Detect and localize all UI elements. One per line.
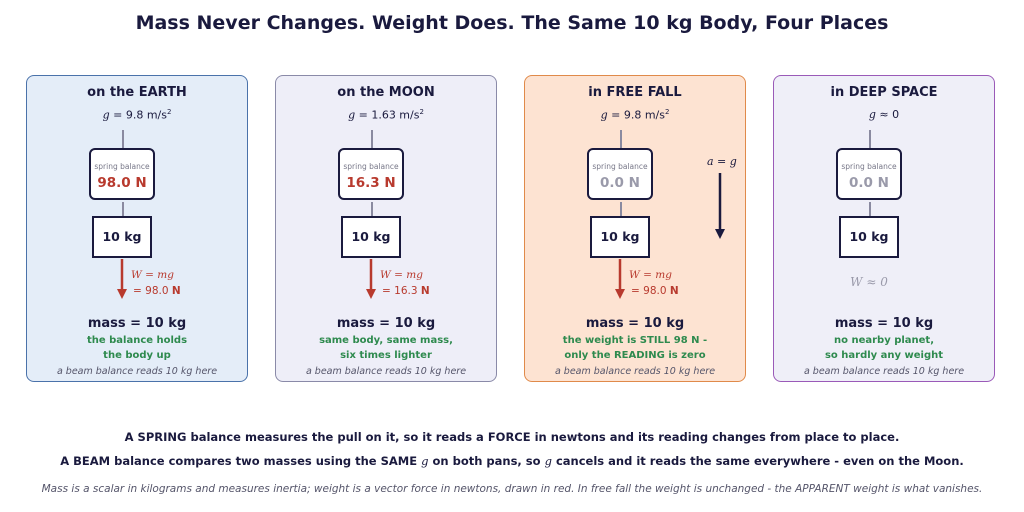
g-symbol: g bbox=[600, 108, 608, 122]
gravity-value: = 9.8 m/s bbox=[113, 108, 167, 122]
weight-approx: W ≈ 0 bbox=[850, 275, 888, 289]
balance-reading: 0.0 N bbox=[849, 175, 889, 191]
hanging-string bbox=[869, 130, 871, 148]
spring-balance-label: spring balance bbox=[343, 162, 399, 171]
gravity-value: = 1.63 m/s bbox=[358, 108, 420, 122]
mass-statement: mass = 10 kg bbox=[87, 316, 187, 331]
mass-statement: mass = 10 kg bbox=[585, 316, 685, 331]
mass-block: 10 kg bbox=[590, 216, 650, 258]
hanging-string bbox=[620, 130, 622, 148]
mass-statement: mass = 10 kg bbox=[834, 316, 934, 331]
panel-note: same body, same mass, six times lighter bbox=[319, 335, 453, 361]
panel-note: the weight is STILL 98 N - only the READ… bbox=[562, 335, 708, 361]
hanging-string bbox=[869, 202, 871, 216]
g-symbol: g bbox=[102, 108, 110, 122]
gravity-label: g ≈ 0 bbox=[774, 108, 994, 121]
panel-earth: on the EARTH g = 9.8 m/s2 spring balance… bbox=[26, 75, 248, 382]
gravity-value: ≈ 0 bbox=[879, 108, 900, 121]
panel-title: on the EARTH bbox=[87, 85, 187, 100]
spring-balance-label: spring balance bbox=[841, 162, 897, 171]
acceleration-arrow-icon bbox=[715, 173, 725, 239]
weight-formula: W = mg bbox=[131, 269, 174, 281]
panel-moon: on the MOON g = 1.63 m/s2 spring balance… bbox=[275, 75, 497, 382]
panel-free-fall: in FREE FALL g = 9.8 m/s2 spring balance… bbox=[524, 75, 746, 382]
weight-formula: W = mg bbox=[629, 269, 672, 281]
acceleration-label: a = g bbox=[707, 155, 737, 168]
panel-title: in FREE FALL bbox=[588, 85, 682, 100]
footer-spring-explanation: A SPRING balance measures the pull on it… bbox=[124, 430, 900, 444]
gravity-value: = 9.8 m/s bbox=[611, 108, 665, 122]
spring-balance-label: spring balance bbox=[94, 162, 150, 171]
spring-balance: spring balance 0.0 N bbox=[836, 148, 902, 200]
gravity-label: g = 9.8 m/s2 bbox=[102, 108, 172, 122]
panel-note: the balance holds the body up bbox=[86, 335, 188, 361]
mass-block: 10 kg bbox=[839, 216, 899, 258]
gravity-label: g = 9.8 m/s2 bbox=[600, 108, 670, 122]
panel-note: no nearby planet, so hardly any weight bbox=[824, 335, 944, 361]
mass-block: 10 kg bbox=[92, 216, 152, 258]
g-symbol: g bbox=[348, 108, 356, 122]
hanging-string bbox=[122, 130, 124, 148]
weight-arrow-icon bbox=[117, 259, 127, 299]
panel-title: in DEEP SPACE bbox=[830, 85, 938, 100]
panel-title: on the MOON bbox=[337, 85, 435, 100]
hanging-string bbox=[620, 202, 622, 216]
mass-statement: mass = 10 kg bbox=[336, 316, 436, 331]
panel-deep-space: in DEEP SPACE g ≈ 0 spring balance 0.0 N… bbox=[773, 75, 995, 382]
spring-balance-label: spring balance bbox=[592, 162, 648, 171]
weight-value: = 98.0 N bbox=[133, 285, 181, 297]
weight-formula: W = mg bbox=[380, 269, 423, 281]
gravity-label: g = 1.63 m/s2 bbox=[348, 108, 424, 122]
diagram-title: Mass Never Changes. Weight Does. The Sam… bbox=[135, 12, 889, 34]
beam-balance-note: a beam balance reads 10 kg here bbox=[803, 366, 965, 377]
balance-reading: 0.0 N bbox=[600, 175, 640, 191]
weight-value: = 98.0 N bbox=[631, 285, 679, 297]
spring-balance: spring balance 0.0 N bbox=[587, 148, 653, 200]
beam-balance-note: a beam balance reads 10 kg here bbox=[554, 366, 716, 377]
footer-summary: Mass is a scalar in kilograms and measur… bbox=[41, 483, 983, 495]
hanging-string bbox=[122, 202, 124, 216]
beam-balance-note: a beam balance reads 10 kg here bbox=[56, 366, 218, 377]
balance-reading: 98.0 N bbox=[97, 175, 147, 191]
hanging-string bbox=[371, 130, 373, 148]
spring-balance: spring balance 16.3 N bbox=[338, 148, 404, 200]
weight-value: = 16.3 N bbox=[382, 285, 430, 297]
balance-reading: 16.3 N bbox=[346, 175, 396, 191]
mass-block: 10 kg bbox=[341, 216, 401, 258]
beam-balance-note: a beam balance reads 10 kg here bbox=[305, 366, 467, 377]
footer-beam-explanation: A BEAM balance compares two masses using… bbox=[60, 454, 964, 468]
g-symbol: g bbox=[868, 108, 876, 121]
weight-arrow-icon bbox=[615, 259, 625, 299]
spring-balance: spring balance 98.0 N bbox=[89, 148, 155, 200]
hanging-string bbox=[371, 202, 373, 216]
weight-arrow-icon bbox=[366, 259, 376, 299]
